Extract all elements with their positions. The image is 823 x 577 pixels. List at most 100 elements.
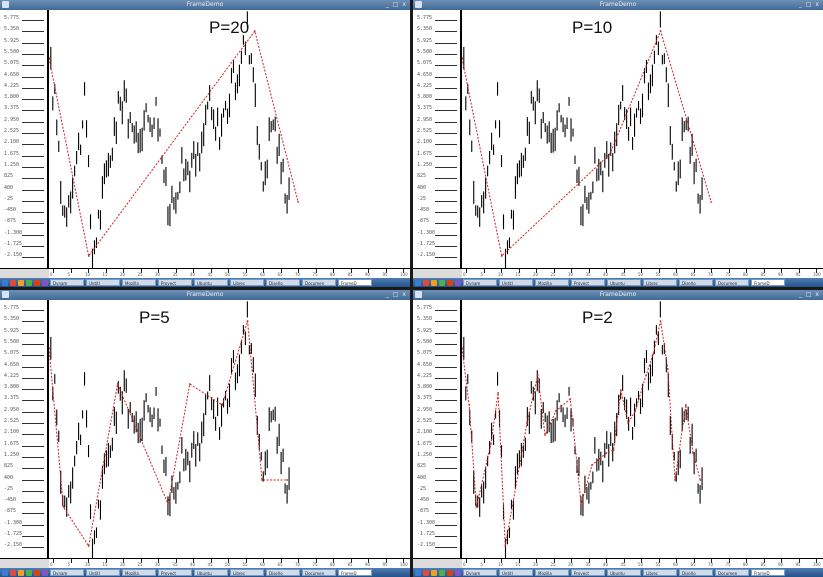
taskbar-launcher-icon[interactable] (34, 569, 40, 576)
taskbar-item[interactable]: Documen (302, 569, 336, 576)
window-buttons[interactable]: _ □ x (385, 1, 407, 8)
trend-point (261, 479, 263, 481)
taskbar-item[interactable]: Untitl (499, 569, 533, 576)
taskbar-launcher-icon[interactable] (455, 569, 461, 576)
taskbar-item[interactable]: Ubuntu (194, 569, 228, 576)
taskbar-item[interactable]: Diseño (266, 279, 300, 286)
taskbar-item[interactable]: Mozilla (122, 279, 156, 286)
x-tick-label: 65 (690, 562, 696, 567)
taskbar-item[interactable]: Diseño (679, 279, 713, 286)
taskbar-launcher-icon[interactable] (415, 279, 421, 286)
taskbar-item[interactable]: Proyect (158, 279, 192, 286)
window-titlebar[interactable]: FrameDemo _ □ x (0, 290, 410, 300)
taskbar-launcher-icon[interactable] (439, 279, 445, 286)
x-axis: 0 5 10 15 20 25 30 35 40 45 50 55 60 65 70 75 80 85 90 95 10… (49, 558, 410, 569)
taskbar-item[interactable]: Documen (302, 279, 336, 286)
taskbar-item[interactable]: Diseño (266, 569, 300, 576)
taskbar-item[interactable]: Proyect (571, 279, 605, 286)
y-tick: -450 (417, 497, 457, 508)
taskbar-launcher-icon[interactable] (26, 569, 32, 576)
y-tick: 1.250 (4, 452, 44, 463)
taskbar-item[interactable]: Librec (230, 279, 264, 286)
taskbar-launcher-icon[interactable] (26, 279, 32, 286)
taskbar-item[interactable]: FrameD (751, 279, 785, 286)
taskbar-item[interactable]: Untitl (86, 279, 120, 286)
y-tick-line (435, 434, 457, 436)
app-icon (415, 1, 422, 8)
taskbar-item[interactable]: FrameD (338, 279, 372, 286)
app-icon (2, 1, 9, 8)
x-tick-label: 80 (330, 562, 336, 567)
taskbar-launcher-icon[interactable] (34, 279, 40, 286)
taskbar-launcher-icon[interactable] (18, 569, 24, 576)
taskbar-launcher-icon[interactable] (431, 279, 437, 286)
window-buttons[interactable]: _ □ x (798, 291, 820, 298)
taskbar-launcher-icon[interactable] (455, 279, 461, 286)
window-titlebar[interactable]: FrameDemo _ □ x (413, 0, 823, 10)
taskbar-item[interactable]: FrameD (338, 569, 372, 576)
taskbar-item[interactable]: Dynam (463, 279, 497, 286)
taskbar-item[interactable]: Documen (715, 279, 749, 286)
taskbar-item[interactable]: Documen (715, 569, 749, 576)
taskbar-launcher-icon[interactable] (439, 569, 445, 576)
taskbar-launcher-icon[interactable] (447, 569, 453, 576)
taskbar-item[interactable]: Proyect (571, 569, 605, 576)
taskbar: Dynam Untitl Mozilla Proyect Ubuntu Librec Dis… (0, 278, 410, 287)
taskbar-item[interactable]: Librec (643, 279, 677, 286)
y-tick-label: -450 (4, 497, 17, 504)
taskbar-item[interactable]: Librec (230, 569, 264, 576)
window-buttons[interactable]: _ □ x (385, 291, 407, 298)
taskbar-launcher-icon[interactable] (18, 279, 24, 286)
window-buttons[interactable]: _ □ x (798, 1, 820, 8)
taskbar-item[interactable]: FrameD (751, 569, 785, 576)
x-tick: 75 (313, 559, 318, 567)
taskbar-item[interactable]: Mozilla (535, 279, 569, 286)
y-tick: 3.375 (417, 395, 457, 406)
taskbar-launcher-icon[interactable] (431, 569, 437, 576)
x-tick: 95 (383, 559, 388, 567)
taskbar-launcher-icon[interactable] (42, 279, 48, 286)
taskbar-item[interactable]: Mozilla (122, 569, 156, 576)
taskbar-launcher-icon[interactable] (2, 569, 8, 576)
taskbar-item[interactable]: Dynam (463, 569, 497, 576)
taskbar-launcher-icon[interactable] (2, 279, 8, 286)
taskbar-item[interactable]: Ubuntu (607, 569, 641, 576)
taskbar-launcher-icon[interactable] (423, 569, 429, 576)
taskbar-item[interactable]: Untitl (499, 279, 533, 286)
taskbar-item[interactable]: Librec (643, 569, 677, 576)
taskbar-launcher-icon[interactable] (447, 279, 453, 286)
x-tick-label: 100 (813, 272, 821, 277)
y-tick-line (22, 355, 44, 357)
plot-area: P=20 (49, 10, 410, 268)
x-tick-label: 15 (102, 562, 108, 567)
window-titlebar[interactable]: FrameDemo _ □ x (0, 0, 410, 10)
y-tick: 5.350 (417, 316, 457, 327)
y-axis-panel: 5.775 5.350 5.925 5.500 5.075 4.650 4.225 3.800… (0, 10, 49, 268)
taskbar-launcher-icon[interactable] (10, 569, 16, 576)
y-tick-line (435, 366, 457, 368)
taskbar-launcher-icon[interactable] (415, 569, 421, 576)
taskbar-launcher-icon[interactable] (10, 279, 16, 286)
taskbar-launcher-icon[interactable] (423, 279, 429, 286)
taskbar-item[interactable]: Ubuntu (607, 279, 641, 286)
taskbar-item[interactable]: Dynam (50, 569, 84, 576)
taskbar-item[interactable]: Proyect (158, 569, 192, 576)
taskbar-launcher-icon[interactable] (42, 569, 48, 576)
window-titlebar[interactable]: FrameDemo _ □ x (413, 290, 823, 300)
trend-line (49, 320, 288, 548)
taskbar-item[interactable]: Untitl (86, 569, 120, 576)
y-tick-label: -1.725 (417, 531, 436, 537)
x-tick-label: 85 (760, 562, 766, 567)
y-tick-label: 2.950 (4, 116, 20, 123)
y-tick-label: 2.950 (417, 406, 433, 413)
y-tick-line (435, 133, 457, 134)
taskbar-item[interactable]: Diseño (679, 569, 713, 576)
taskbar-item[interactable]: Ubuntu (194, 279, 228, 286)
y-tick: -450 (4, 207, 44, 218)
x-tick: 50 (638, 559, 643, 567)
x-tick-label: 50 (638, 562, 644, 567)
x-tick: 15 (516, 269, 521, 277)
taskbar-item[interactable]: Mozilla (535, 569, 569, 576)
taskbar-item[interactable]: Dynam (50, 279, 84, 286)
x-tick-label: 45 (620, 562, 626, 567)
